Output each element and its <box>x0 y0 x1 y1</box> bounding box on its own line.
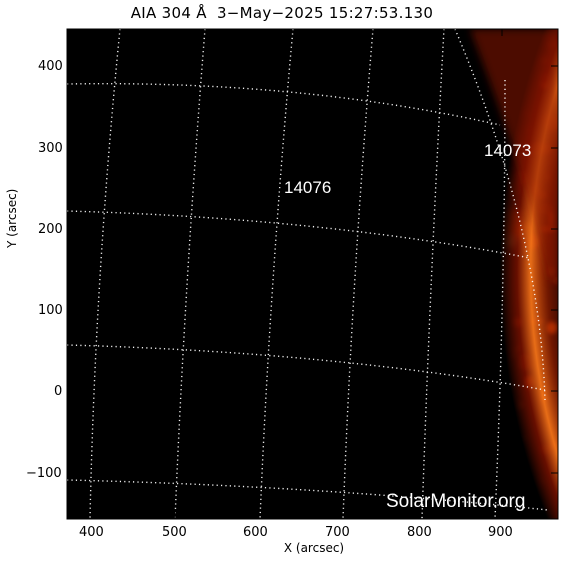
watermark: SolarMonitor.org <box>386 491 525 512</box>
image-title: AIA 304 Å 3−May−2025 15:27:53.130 <box>130 4 434 22</box>
x-tick-label: 900 <box>488 525 513 540</box>
grid-line <box>67 82 501 126</box>
y-tick-label: 400 <box>38 59 63 74</box>
region-label-14073: 14073 <box>484 141 531 160</box>
y-tick-label: 200 <box>38 222 63 237</box>
grid-line <box>67 479 549 511</box>
y-tick-label: 100 <box>38 303 63 318</box>
heliographic-grid <box>67 29 549 519</box>
solar-limb <box>67 29 558 519</box>
y-axis-label: Y (arcsec) <box>5 188 19 248</box>
y-tick-label: −100 <box>26 466 62 481</box>
plot-frame <box>66 28 559 520</box>
grid-line <box>494 79 506 519</box>
limb-spicules <box>470 29 558 280</box>
x-tick-label: 600 <box>243 525 268 540</box>
x-tick-label: 800 <box>407 525 432 540</box>
grid-line <box>67 344 546 391</box>
x-tick-label: 400 <box>79 525 104 540</box>
x-tick-label: 500 <box>162 525 187 540</box>
y-tick-label: 0 <box>54 384 63 399</box>
axis-ticks <box>67 29 558 519</box>
grid-line <box>67 210 531 259</box>
region-label-14076: 14076 <box>284 178 331 197</box>
x-tick-label: 700 <box>325 525 350 540</box>
y-tick-label: 300 <box>38 141 63 156</box>
x-axis-label: X (arcsec) <box>283 541 345 555</box>
